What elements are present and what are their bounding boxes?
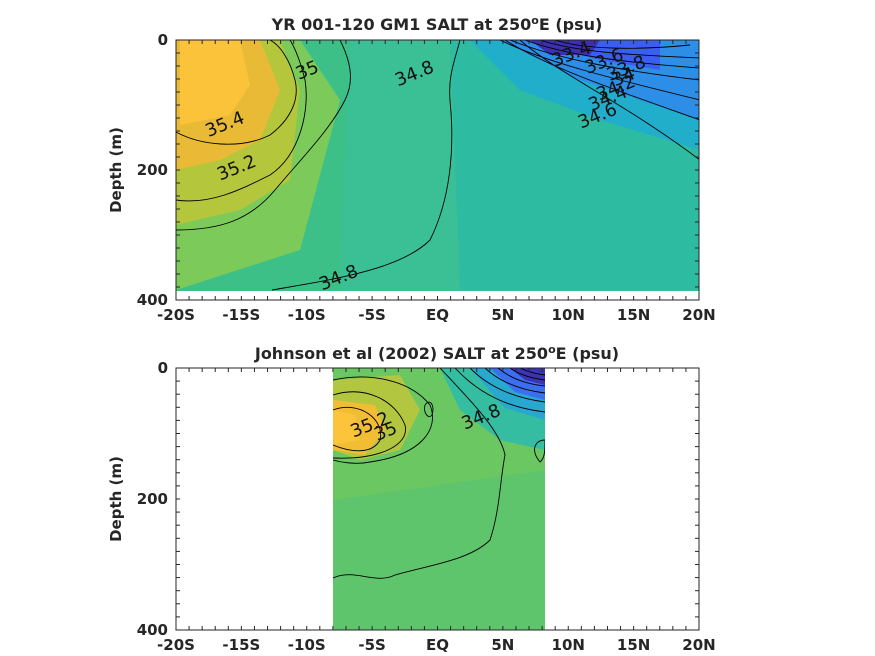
x-tick-label: -15S: [222, 636, 260, 654]
x-tick-label: 20N: [682, 636, 715, 654]
contour-35-4: [176, 40, 297, 145]
x-tick-label: 10N: [552, 306, 585, 324]
panel-johnson: 35.235 34.8 -20S -15S -10S -5S EQ 5N 10N 15N 20N0…: [107, 343, 716, 654]
contour-34: [509, 40, 699, 81]
panel-gm1: 35.435.235 34.834.833.433.633.83434.234.4…: [107, 14, 716, 324]
contour-lines: [176, 40, 699, 291]
x-tick-label: -10S: [288, 306, 326, 324]
field-deep: [333, 470, 545, 630]
field-west-max: [180, 40, 250, 125]
chart-title: Johnson et al (2002) SALT at 250oE (psu): [254, 343, 619, 363]
contour-33-6: [519, 368, 545, 376]
contour-35-2: [333, 391, 406, 459]
salinity-field: [176, 40, 699, 291]
x-tick-label: EQ: [426, 306, 449, 324]
contour-lines: [333, 368, 545, 579]
contour-34-8: [333, 368, 506, 579]
contour-33-4: [554, 40, 691, 49]
y-tick-label: 400: [137, 621, 168, 639]
contour-34-8: [271, 40, 461, 291]
x-tick-label: 15N: [617, 636, 650, 654]
y-tick-label: 400: [137, 291, 168, 309]
y-tick-label: 0: [158, 359, 168, 377]
y-tick-label: 200: [137, 490, 168, 508]
salinity-field: [333, 368, 545, 630]
contour-34: [497, 368, 545, 387]
x-tick-label: -20S: [157, 306, 195, 324]
x-tick-label: -5S: [358, 636, 385, 654]
contour-33-8: [524, 40, 699, 69]
x-tick-label: 5N: [491, 306, 514, 324]
x-tick-label: -5S: [358, 306, 385, 324]
contour-33-8: [509, 368, 545, 381]
contour-35-4: [333, 406, 382, 452]
contour-35-closed: [424, 401, 434, 417]
x-tick-label: 15N: [617, 306, 650, 324]
contour-34-4: [469, 368, 545, 403]
field-northeast-min: [530, 40, 600, 55]
ticks: -20S -15S -10S -5S EQ 5N 10N 15N 20N 0 200 400: [137, 31, 716, 324]
y-tick-label: 0: [158, 31, 168, 49]
contour-34-8-east: [534, 439, 545, 463]
x-tick-label: 5N: [491, 636, 514, 654]
x-tick-label: -15S: [222, 306, 260, 324]
x-tick-label: EQ: [426, 636, 449, 654]
x-tick-label: 20N: [682, 306, 715, 324]
contour-35: [333, 376, 433, 464]
y-tick-label: 200: [137, 161, 168, 179]
x-tick-label: -10S: [288, 636, 326, 654]
y-axis-label: Depth (m): [107, 456, 125, 542]
ticks: -20S -15S -10S -5S EQ 5N 10N 15N 20N 0 200 400: [137, 359, 716, 654]
x-tick-label: 10N: [552, 636, 585, 654]
contour-34-2: [499, 40, 699, 101]
contour-35: [176, 40, 351, 231]
contour-35-2: [176, 40, 307, 202]
contour-33-6: [539, 40, 699, 59]
x-tick-label: -20S: [157, 636, 195, 654]
field-west-max: [333, 410, 360, 445]
contour-34-6: [454, 368, 545, 413]
chart-title: YR 001-120 GM1 SALT at 250oE (psu): [271, 14, 603, 34]
contour-34-6: [519, 40, 699, 160]
y-axis-label: Depth (m): [107, 127, 125, 213]
